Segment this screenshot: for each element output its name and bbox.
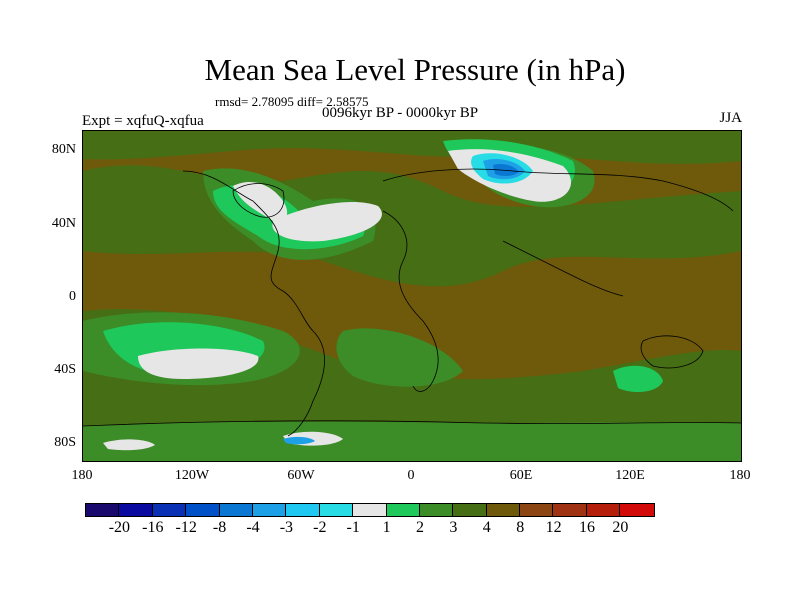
y-tick-80n: 80N: [51, 142, 76, 157]
map-svg: [83, 131, 741, 461]
field-green-south-atlantic: [336, 328, 463, 387]
map-plot: [82, 130, 742, 462]
colorbar-swatch: [252, 504, 287, 516]
colorbar-label: 16: [579, 519, 595, 536]
field-white-atlantic: [272, 201, 382, 242]
chart-title: Mean Sea Level Pressure (in hPa): [204, 52, 626, 87]
colorbar-label: 8: [516, 519, 525, 536]
x-tick-180e: 180: [729, 468, 751, 483]
colorbar-swatch: [152, 504, 187, 516]
colorbar-label: 12: [545, 519, 562, 536]
field-bright-indian: [613, 365, 663, 393]
colorbar-swatch: [586, 504, 621, 516]
colorbar-label: -4: [246, 519, 260, 536]
colorbar: [85, 503, 655, 517]
x-tick-0: 0: [407, 468, 415, 483]
x-tick-60w: 60W: [287, 468, 315, 483]
colorbar-swatch: [520, 504, 554, 516]
colorbar-swatch: [186, 504, 220, 516]
y-tick-40n: 40N: [51, 216, 76, 231]
experiment-label: Expt = xqfuQ-xqfua: [82, 113, 204, 129]
period-label: 0096kyr BP - 0000kyr BP: [322, 105, 479, 121]
season-label: JJA: [719, 110, 742, 126]
x-tick-120w: 120W: [174, 468, 210, 483]
colorbar-label: -20: [108, 519, 131, 536]
field-blue-weddell: [283, 436, 315, 445]
y-tick-0: 0: [69, 289, 76, 304]
y-tick-40s: 40S: [54, 362, 76, 377]
colorbar-label: 1: [382, 519, 391, 536]
x-tick-120e: 120E: [615, 468, 645, 483]
colorbar-label: 20: [612, 519, 629, 536]
field-white-ross: [103, 439, 155, 451]
colorbar-swatch: [620, 504, 654, 516]
colorbar-swatch: [386, 504, 420, 516]
colorbar-swatch: [353, 504, 387, 516]
colorbar-label: 3: [449, 519, 458, 536]
colorbar-label: -12: [175, 519, 197, 536]
colorbar-label: -8: [212, 519, 227, 536]
colorbar-swatch: [419, 504, 454, 516]
x-tick-180w: 180: [71, 468, 93, 483]
colorbar-swatch: [486, 504, 521, 516]
field-white-south-pacific: [138, 348, 259, 379]
colorbar-label: 2: [416, 519, 424, 536]
colorbar-swatch: [219, 504, 253, 516]
colorbar-label: 4: [482, 519, 491, 536]
colorbar-swatch: [553, 504, 587, 516]
coastlines: [83, 168, 741, 437]
colorbar-swatch: [86, 504, 120, 516]
y-tick-80s: 80S: [54, 435, 76, 450]
field-green-antarctic: [83, 421, 741, 461]
colorbar-swatch: [119, 504, 153, 516]
colorbar-label: -3: [279, 519, 294, 536]
x-tick-60e: 60E: [509, 468, 533, 483]
colorbar-swatch: [453, 504, 487, 516]
field-olive-arctic: [83, 131, 741, 164]
stats-label: rmsd= 2.78095 diff= 2.58575: [215, 94, 369, 109]
colorbar-label: -2: [313, 519, 327, 536]
colorbar-swatch: [286, 504, 320, 516]
colorbar-label: -1: [346, 519, 360, 536]
field-white-greenland: [233, 181, 288, 223]
colorbar-label: -16: [142, 519, 164, 536]
colorbar-swatch: [319, 504, 354, 516]
